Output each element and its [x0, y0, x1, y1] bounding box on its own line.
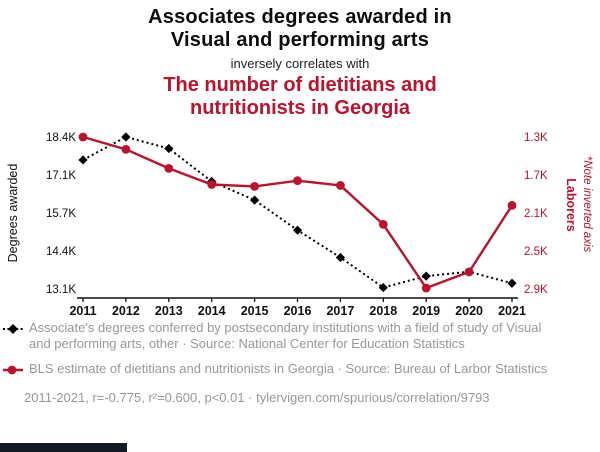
- marker-laborers-georgia: [207, 180, 217, 189]
- left-tick-label: 14.4K: [46, 246, 76, 258]
- marker-laborers-georgia: [378, 220, 388, 229]
- right-tick-label: 2.1K: [524, 208, 548, 220]
- chart-legend: Associate's degrees conferred by postsec…: [3, 320, 563, 405]
- marker-degrees-awarded: [292, 225, 303, 235]
- marker-laborers-georgia: [293, 176, 302, 186]
- left-tick-label: 18.4K: [46, 132, 76, 144]
- x-tick-label: 2011: [69, 304, 96, 318]
- title-line-1: Associates degrees awarded in: [148, 6, 452, 28]
- x-tick-label: 2015: [241, 304, 269, 318]
- chart-area: 2011 2012 2013 2014 2015 2016 2017 2018 2019 2020…: [0, 118, 600, 318]
- x-tick-label: 2018: [369, 304, 397, 318]
- marker-laborers-georgia: [336, 181, 345, 190]
- marker-degrees-awarded: [335, 252, 345, 263]
- diamond-dotted-line-icon: [3, 322, 23, 340]
- subtitle-line-2: nutritionists in Georgia: [189, 97, 410, 119]
- left-tick-label: 15.7K: [46, 208, 76, 220]
- right-tick-label: 1.7K: [524, 170, 548, 182]
- right-tick-label: 1.3K: [524, 132, 548, 144]
- circle-solid-line-icon: [3, 363, 23, 381]
- marker-laborers-georgia: [421, 283, 431, 293]
- page-title: Associates degrees awarded in Visual and…: [0, 6, 600, 52]
- secondary-title: The number of dietitians and nutritionis…: [0, 74, 600, 120]
- marker-degrees-awarded: [421, 271, 431, 281]
- marker-laborers-georgia: [507, 201, 517, 210]
- legend-item-degrees: Associate's degrees conferred by postsec…: [3, 320, 563, 352]
- right-tick-label: 2.5K: [524, 246, 548, 258]
- x-tick-label: 2019: [412, 304, 440, 318]
- marker-laborers-georgia: [250, 182, 259, 191]
- stats-caption: 2011-2021, r=-0.775, r²=0.600, p<0.01 · …: [24, 390, 490, 405]
- series-line-laborers-georgia: [82, 135, 514, 290]
- marker-degrees-awarded: [507, 278, 517, 288]
- marker-degrees-awarded: [121, 132, 131, 142]
- legend-text-laborers: BLS estimate of dietitians and nutrition…: [29, 361, 548, 376]
- right-axis-label: Laborers: [564, 178, 578, 232]
- x-tick-label: 2012: [112, 304, 140, 318]
- x-tick-label: 2014: [198, 304, 226, 318]
- legend-item-laborers: BLS estimate of dietitians and nutrition…: [3, 361, 563, 381]
- bottom-dark-bar: [0, 443, 127, 452]
- marker-degrees-awarded: [78, 155, 88, 165]
- marker-laborers-georgia: [121, 144, 131, 154]
- left-axis-label: Degrees awarded: [6, 163, 20, 263]
- marker-laborers-georgia: [78, 132, 88, 142]
- marker-degrees-awarded: [250, 195, 260, 205]
- subtitle-line-1: The number of dietitians and: [163, 74, 437, 96]
- marker-degrees-awarded: [378, 282, 388, 293]
- x-tick-label: 2017: [326, 304, 354, 318]
- x-tick-label: 2016: [284, 304, 312, 318]
- right-tick-label: 2.9K: [524, 284, 548, 296]
- marker-laborers-georgia: [164, 163, 174, 173]
- x-tick-label: 2021: [498, 304, 526, 318]
- marker-laborers-georgia: [464, 267, 474, 277]
- line-chart-plot: 2011 2012 2013 2014 2015 2016 2017 2018 2019 2020…: [46, 132, 548, 318]
- marker-degrees-awarded: [164, 143, 174, 154]
- legend-text-degrees: Associate's degrees conferred by postsec…: [29, 320, 542, 351]
- title-line-2: Visual and performing arts: [170, 29, 430, 51]
- chart-header: Associates degrees awarded in Visual and…: [0, 6, 600, 120]
- x-tick-label: 2020: [455, 304, 483, 318]
- right-axis-inverted-note: *Note inverted axis: [581, 155, 593, 253]
- correlation-connector-text: inversely correlates with: [230, 56, 370, 71]
- left-tick-label: 17.1K: [46, 170, 76, 182]
- left-tick-label: 13.1K: [46, 284, 76, 296]
- x-tick-label: 2013: [155, 304, 183, 318]
